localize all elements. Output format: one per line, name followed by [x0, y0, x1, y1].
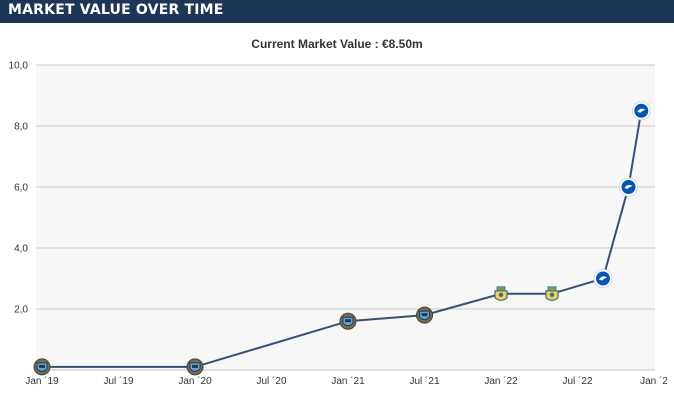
kawasaki-frontale-crest-icon	[33, 358, 51, 376]
kawasaki-frontale-crest-icon	[339, 312, 357, 330]
x-tick-label: Jul ´22	[562, 375, 592, 387]
union-saint-gilloise-crest-icon	[545, 286, 559, 301]
data-points	[33, 101, 651, 376]
kawasaki-frontale-crest-icon	[186, 358, 204, 376]
x-tick-label: Jan ´19	[25, 375, 59, 387]
brighton-crest-icon	[631, 101, 651, 121]
x-tick-label: Jan ´22	[484, 375, 518, 387]
y-tick-label: 10,0	[9, 61, 29, 72]
chart-title: Current Market Value : €8.50m	[251, 37, 423, 51]
x-tick-label: Jan ´2	[640, 375, 668, 387]
brighton-crest-icon	[593, 269, 613, 288]
union-saint-gilloise-crest-icon	[494, 286, 508, 301]
x-tick-label: Jul ´20	[256, 375, 286, 387]
x-tick-label: Jul ´21	[409, 375, 439, 387]
section-title: MARKET VALUE OVER TIME	[8, 2, 224, 18]
x-tick-label: Jan ´20	[178, 375, 212, 387]
brighton-crest-icon	[619, 177, 638, 197]
x-tick-label: Jan ´21	[331, 375, 365, 387]
x-tick-label: Jul ´19	[103, 375, 133, 387]
y-tick-label: 4,0	[14, 244, 28, 255]
section-header: MARKET VALUE OVER TIME	[0, 0, 674, 23]
y-axis-ticks: 2,0 4,0 6,0 8,0 10,0	[9, 61, 29, 316]
y-tick-label: 8,0	[14, 122, 28, 133]
grid-lines	[36, 64, 655, 371]
y-tick-label: 6,0	[14, 183, 28, 194]
kawasaki-frontale-crest-icon	[416, 306, 433, 324]
x-axis-ticks: Jan ´19 Jul ´19 Jan ´20 Jul ´20 Jan ´21 Jul ´…	[25, 375, 668, 387]
y-tick-label: 2,0	[14, 305, 28, 316]
